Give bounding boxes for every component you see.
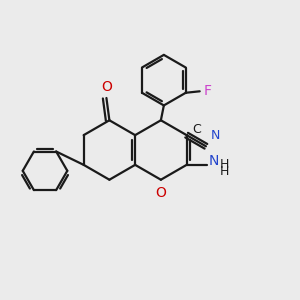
Text: O: O: [155, 186, 166, 200]
Text: F: F: [204, 84, 212, 98]
Text: C: C: [193, 123, 201, 136]
Text: O: O: [101, 80, 112, 94]
Text: H: H: [220, 165, 229, 178]
Text: H: H: [220, 158, 229, 171]
Text: N: N: [210, 129, 220, 142]
Text: N: N: [209, 154, 219, 168]
